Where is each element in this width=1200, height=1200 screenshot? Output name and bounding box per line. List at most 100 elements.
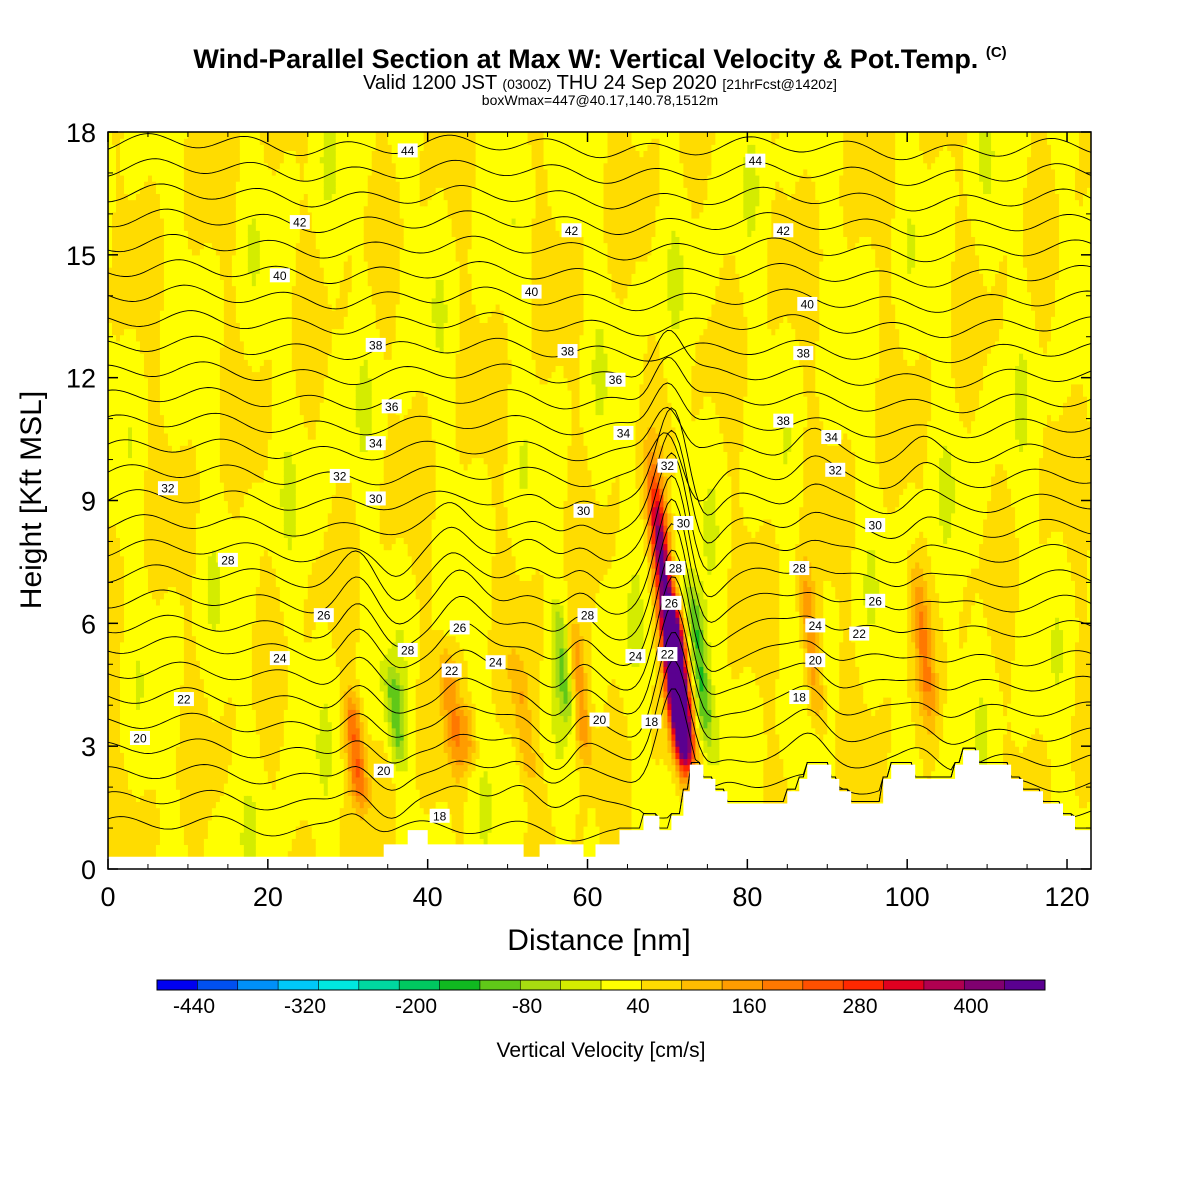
w-cell (112, 537, 117, 544)
w-cell (116, 157, 121, 164)
w-cell (120, 206, 125, 213)
w-cell (140, 316, 145, 323)
w-cell (120, 826, 125, 833)
w-cell (116, 255, 121, 262)
w-cell (124, 851, 129, 858)
w-cell (148, 844, 153, 851)
w-cell (144, 851, 149, 858)
w-cell (128, 777, 133, 784)
w-cell (140, 298, 145, 305)
w-cell (124, 378, 129, 385)
w-cell (132, 427, 137, 434)
w-cell (136, 402, 141, 409)
w-cell (140, 335, 145, 342)
w-cell (116, 525, 121, 532)
w-cell (124, 267, 129, 274)
w-cell (116, 771, 121, 778)
w-cell (124, 144, 129, 151)
w-cell (144, 445, 149, 452)
w-cell (136, 611, 141, 618)
w-cell (148, 814, 153, 821)
w-cell (112, 335, 117, 342)
w-cell (112, 206, 117, 213)
w-cell (116, 611, 121, 618)
w-cell (136, 249, 141, 256)
w-cell (140, 580, 145, 587)
w-cell (132, 703, 137, 710)
w-cell (128, 679, 133, 686)
w-cell (124, 777, 129, 784)
w-cell (144, 844, 149, 851)
w-cell (112, 599, 117, 606)
w-cell (136, 666, 141, 673)
w-cell (112, 728, 117, 735)
w-cell (116, 820, 121, 827)
w-cell (136, 267, 141, 274)
w-cell (144, 758, 149, 765)
w-cell (132, 470, 137, 477)
w-cell (144, 501, 149, 508)
w-cell (144, 550, 149, 557)
w-cell (112, 783, 117, 790)
w-cell (124, 150, 129, 157)
w-cell (132, 230, 137, 237)
w-cell (124, 402, 129, 409)
w-cell (112, 378, 117, 385)
w-cell (124, 132, 129, 139)
w-cell (136, 230, 141, 237)
w-cell (132, 359, 137, 366)
w-cell (128, 421, 133, 428)
w-cell (128, 765, 133, 772)
w-cell (124, 175, 129, 182)
w-cell (132, 445, 137, 452)
w-cell (148, 660, 153, 667)
w-cell (144, 660, 149, 667)
w-cell (124, 427, 129, 434)
w-cell (132, 476, 137, 483)
w-cell (124, 826, 129, 833)
w-cell (132, 384, 137, 391)
w-cell (112, 562, 117, 569)
w-cell (144, 543, 149, 550)
w-cell (112, 771, 117, 778)
w-cell (124, 783, 129, 790)
w-cell (124, 586, 129, 593)
w-cell (124, 169, 129, 176)
w-cell (136, 556, 141, 563)
w-cell (144, 697, 149, 704)
w-cell (144, 783, 149, 790)
w-cell (128, 396, 133, 403)
w-cell (116, 445, 121, 452)
w-cell (128, 402, 133, 409)
w-cell (140, 304, 145, 311)
w-cell (136, 458, 141, 465)
w-cell (124, 568, 129, 575)
w-cell (132, 562, 137, 569)
w-cell (148, 808, 153, 815)
w-cell (124, 728, 129, 735)
w-cell (116, 458, 121, 465)
w-cell (140, 501, 145, 508)
w-cell (140, 359, 145, 366)
w-cell (132, 531, 137, 538)
w-cell (120, 629, 125, 636)
w-cell (136, 501, 141, 508)
w-cell (120, 304, 125, 311)
w-cell (136, 586, 141, 593)
w-cell (128, 476, 133, 483)
w-cell (124, 623, 129, 630)
w-cell (120, 359, 125, 366)
w-cell (112, 611, 117, 618)
w-cell (148, 746, 153, 753)
w-cell (116, 402, 121, 409)
w-cell (140, 685, 145, 692)
w-cell (132, 636, 137, 643)
w-cell (136, 365, 141, 372)
w-cell (120, 292, 125, 299)
w-cell (136, 322, 141, 329)
w-cell (124, 181, 129, 188)
w-cell (140, 746, 145, 753)
w-cell (112, 353, 117, 360)
w-cell (128, 820, 133, 827)
w-cell (120, 525, 125, 532)
